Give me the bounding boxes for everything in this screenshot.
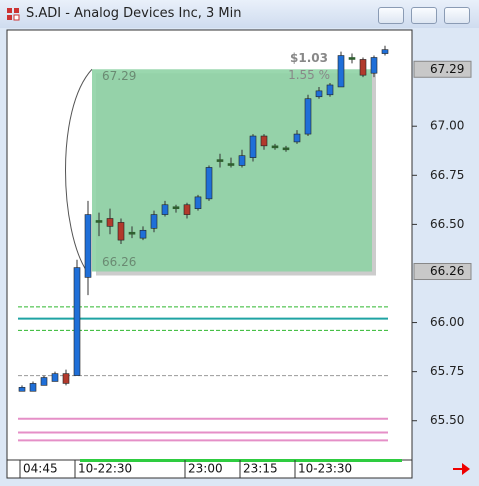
price-tag-label: 66.26 <box>430 264 464 278</box>
candle-body <box>194 196 202 209</box>
session-bar <box>80 459 402 462</box>
candle-body <box>381 49 389 54</box>
candle-body <box>304 98 312 135</box>
candle-body <box>271 145 279 149</box>
x-tick-label: 23:00 <box>188 462 223 476</box>
x-tick-label: 10-23:30 <box>298 462 352 476</box>
measure-bracket <box>65 68 93 272</box>
y-tick-label: 65.75 <box>430 364 464 378</box>
candle-body <box>95 220 103 223</box>
candle-body <box>260 135 268 147</box>
y-tick-label: 67.00 <box>430 119 464 133</box>
candle-body <box>172 206 180 210</box>
x-tick-label: 23:15 <box>243 462 278 476</box>
candle-body <box>216 159 224 162</box>
app-icon <box>7 8 20 21</box>
candle-body <box>62 373 70 384</box>
candle-body <box>84 214 92 278</box>
candle-body <box>227 163 235 166</box>
window-title: S.ADI - Analog Devices Inc, 3 Min <box>26 6 242 21</box>
y-tick-label: 65.50 <box>430 413 464 427</box>
candle-body <box>139 229 147 239</box>
close-button[interactable] <box>444 7 470 24</box>
candle-body <box>150 214 158 229</box>
candle-body <box>117 222 125 241</box>
candle-body <box>370 57 378 74</box>
candle-body <box>205 167 213 200</box>
y-tick-label: 66.75 <box>430 168 464 182</box>
y-tick-label: 66.50 <box>430 217 464 231</box>
title-bar: S.ADI - Analog Devices Inc, 3 Min <box>0 0 479 28</box>
price-tag <box>413 263 472 281</box>
measure-percent: 1.55 % <box>288 68 330 82</box>
candle-body <box>359 59 367 76</box>
price-tag-label: 67.29 <box>430 62 464 76</box>
candle-body <box>238 155 246 166</box>
candle-body <box>51 373 59 382</box>
y-tick-label: 66.00 <box>430 315 464 329</box>
candle-body <box>18 387 26 392</box>
candle-body <box>183 204 191 215</box>
candle-body <box>128 231 136 235</box>
measure-box <box>92 69 372 272</box>
minimize-button[interactable] <box>378 7 404 24</box>
price-tag <box>413 60 472 78</box>
x-tick-label: 10-22:30 <box>78 462 132 476</box>
candle-body <box>293 133 301 143</box>
measure-low: 66.26 <box>102 255 136 269</box>
candle-body <box>73 267 81 376</box>
maximize-button[interactable] <box>411 7 437 24</box>
x-tick-label: 04:45 <box>23 462 58 476</box>
chart: 65.50 65.75 66.00 66.50 66.75 67.00 67.29 66.26… <box>6 29 472 479</box>
measure-change: $1.03 <box>290 51 328 65</box>
candle-body <box>161 204 169 215</box>
candle-body <box>348 57 356 60</box>
measure-high: 67.29 <box>102 69 136 83</box>
candle-body <box>326 84 334 96</box>
candle-body <box>29 383 37 392</box>
candle-body <box>337 55 345 88</box>
candle-body <box>315 90 323 98</box>
candle-body <box>40 377 48 386</box>
candle-body <box>106 218 114 227</box>
candle-body <box>282 147 290 151</box>
candle-body <box>249 135 257 158</box>
scroll-arrow[interactable] <box>453 463 470 475</box>
